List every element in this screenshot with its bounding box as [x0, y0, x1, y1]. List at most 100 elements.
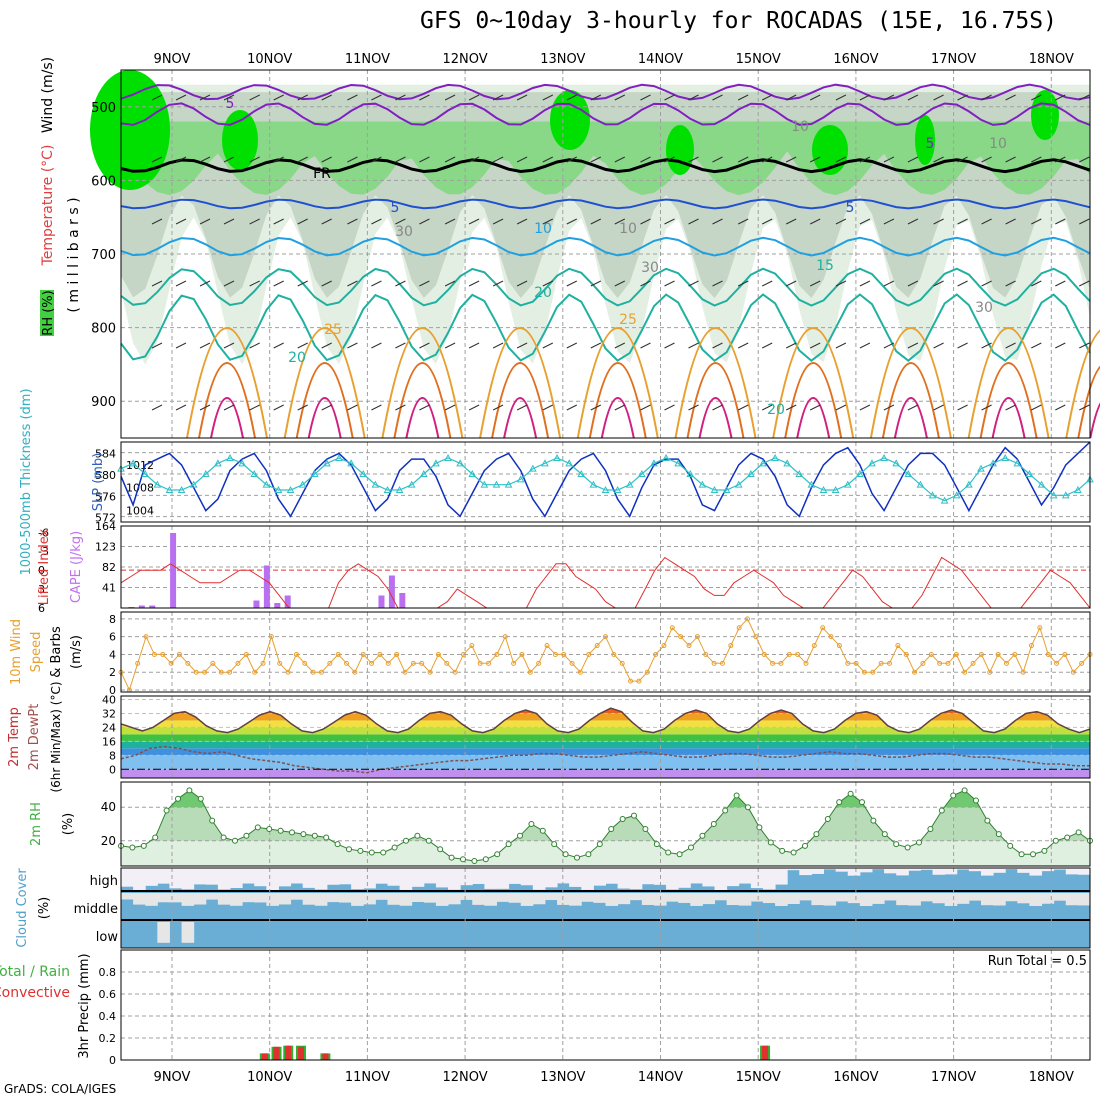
wind-barb	[957, 94, 968, 101]
wind-barb	[371, 218, 382, 225]
ylabel-cape: CAPE (J/kg)	[69, 531, 84, 603]
wind-marker	[552, 651, 558, 657]
wind-marker	[1054, 660, 1060, 666]
wind-marker	[970, 660, 976, 666]
y-tick-label-right: 1012	[126, 459, 154, 472]
thickness-marker	[1025, 469, 1034, 477]
cloud-panel: high middle low	[74, 868, 1091, 948]
cloud-gap	[387, 868, 401, 886]
wind-barb	[321, 94, 332, 101]
rh-marker	[722, 807, 729, 814]
temp-band	[121, 720, 1090, 728]
temp-color-bands	[121, 708, 1090, 778]
y-tick-label: 40	[102, 693, 116, 706]
wind-barb	[542, 156, 554, 163]
cloud-gap	[121, 893, 134, 900]
wind-barb	[785, 404, 797, 411]
cloud-gap	[520, 868, 534, 886]
wind-barb	[809, 342, 821, 349]
wind-barb	[907, 342, 919, 349]
thickness-marker	[771, 453, 779, 461]
thickness-marker	[807, 480, 816, 488]
wind-barb	[785, 218, 797, 225]
ylabel-millibars: ( m i l l i b a r s )	[66, 197, 82, 312]
wind-marker	[235, 660, 241, 666]
wind-marker	[628, 678, 634, 684]
cloud-gap	[1065, 893, 1079, 906]
wind-marker	[811, 643, 817, 649]
ylabel-speed: Speed	[29, 632, 44, 673]
wind-barb	[614, 342, 626, 349]
wind-barb	[640, 280, 651, 287]
rh-marker	[311, 832, 318, 839]
cloud-gap	[435, 893, 449, 906]
wind-barb	[883, 280, 895, 287]
contour-warm	[1089, 402, 1100, 439]
wind-barb	[542, 342, 554, 349]
wind-marker	[820, 625, 826, 631]
rh-marker	[300, 831, 307, 838]
wind-barb	[688, 280, 699, 287]
wind-marker	[736, 625, 742, 631]
wind-barb	[468, 94, 480, 101]
wind-marker	[978, 651, 984, 657]
wind-barb	[199, 342, 211, 349]
rh-marker	[836, 799, 843, 806]
contour-warm	[295, 362, 354, 439]
ylabel-10m-wind: 10m Wind	[9, 619, 24, 685]
wind-marker	[962, 669, 968, 675]
contour-warm	[991, 397, 1026, 439]
wind-barb	[1005, 218, 1016, 225]
thickness-marker	[613, 485, 622, 493]
wind-barb	[981, 404, 992, 411]
thickness-marker	[492, 480, 501, 488]
contour-warm	[283, 327, 366, 439]
rh-marker	[562, 851, 569, 858]
wind-barb	[444, 342, 456, 349]
precip-frame	[120, 949, 1091, 1061]
wind-barb	[737, 94, 749, 101]
cloud-gap	[762, 893, 776, 904]
temp-band	[121, 769, 1090, 778]
wind-marker	[536, 660, 542, 666]
ylabel-total-rain: Total / Rain	[0, 964, 70, 980]
cloud-gap	[351, 893, 364, 906]
thickness-marker	[129, 459, 137, 467]
rh-marker	[893, 841, 900, 848]
thickness-marker	[468, 469, 477, 477]
wind-barb	[151, 404, 163, 411]
wind-barb	[297, 280, 308, 287]
y-tick-label-cape: 82	[102, 561, 116, 574]
temp-band	[121, 734, 1090, 742]
thickness-marker	[323, 459, 331, 467]
thickness-marker	[504, 480, 513, 488]
cloud-gap	[157, 893, 170, 903]
wind-barb	[223, 156, 235, 163]
wind-barb	[1031, 280, 1042, 287]
wind-barb	[321, 218, 332, 225]
cloud-gap	[811, 868, 825, 874]
wind-barb	[1055, 280, 1066, 287]
wind-barb	[712, 94, 723, 101]
wind-barb	[664, 342, 675, 349]
y-tick-label: 0.4	[99, 1010, 117, 1023]
wind-marker	[469, 643, 475, 649]
wind-marker	[218, 669, 224, 675]
cloud-gap	[496, 893, 510, 902]
rh-marker	[859, 799, 865, 806]
rh-marker	[414, 832, 421, 839]
cloud-gap	[242, 893, 255, 903]
wind-marker	[511, 660, 517, 666]
rh-marker	[642, 826, 649, 833]
thickness-marker	[395, 485, 404, 493]
rh-marker	[802, 842, 808, 849]
x-tick-label-top: 10NOV	[247, 52, 292, 67]
wind-marker	[494, 651, 500, 657]
y-tick-label-li: -3	[38, 545, 49, 558]
cloud-gap	[278, 868, 292, 887]
cloud-gap	[230, 893, 243, 906]
wind-marker	[252, 669, 258, 675]
cloud-level-label: high	[90, 874, 118, 889]
x-tick-label-bottom: 12NOV	[443, 1070, 488, 1085]
rh-marker	[1018, 851, 1025, 858]
